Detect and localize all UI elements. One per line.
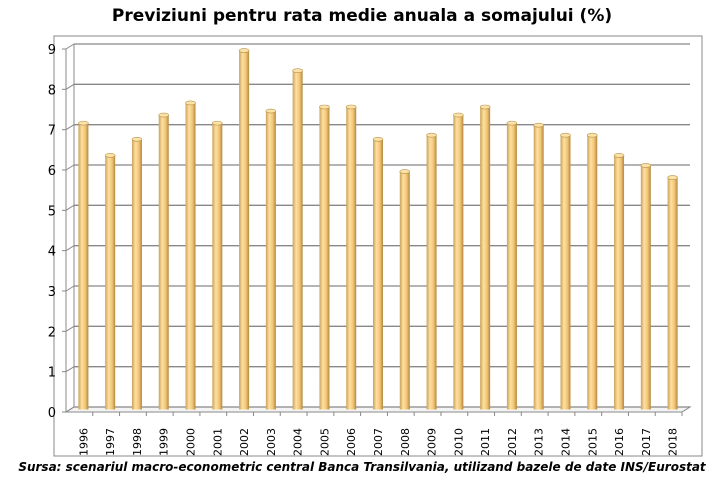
gridline-diagonal [65,204,75,211]
y-tick-label: 5 [48,204,56,219]
bar [239,50,250,410]
y-tick-label: 7 [48,124,56,139]
bar-top [158,112,170,118]
bar-top [640,163,652,168]
bar [346,107,357,410]
bar-top [372,136,384,142]
y-tick-label: 0 [48,406,56,421]
x-tick-label: 2009 [426,428,439,456]
y-tick-label: 6 [48,164,56,179]
bar [158,115,169,410]
x-tick-label: 2003 [265,428,278,456]
bar-top [78,120,89,126]
bar-top [238,48,250,53]
x-tick-label: 2004 [292,428,305,456]
gridline-diagonal [65,43,75,50]
x-tick-label: 2008 [399,428,412,456]
y-tick-label: 1 [48,366,56,381]
gridline-diagonal [65,366,75,373]
bar [373,139,383,410]
bar [399,171,410,410]
y-tick-label: 9 [48,43,56,58]
back-wall-edge [65,44,75,413]
chart-title: Previziuni pentru rata medie anuala a so… [111,6,613,26]
bar-top [131,136,143,142]
x-tick-label: 1996 [77,428,90,456]
bar-top [479,104,491,110]
x-tick-label: 1999 [158,428,171,456]
bar [78,123,89,410]
bar-top [212,120,223,126]
bar [614,155,625,410]
bar [640,165,651,410]
bar-top [185,100,196,106]
bar [506,123,517,410]
x-tick-label: 2000 [185,428,198,456]
gridline-diagonal [65,83,75,90]
gridline-diagonal [65,406,75,413]
x-tick-label: 2014 [559,428,572,456]
x-tick-label: 1997 [104,428,117,456]
bar [453,115,464,410]
bar [105,155,116,410]
x-tick-label: 2006 [345,428,358,456]
bar [533,125,544,410]
x-tick-label: 2015 [586,428,599,456]
bar-top [345,104,357,110]
bar-top [560,132,571,138]
bar-top [586,132,598,138]
bar-top [453,112,464,118]
bar [185,102,196,410]
bar-top [265,108,277,114]
gridline-diagonal [65,245,75,252]
bar [587,135,598,410]
bar [292,70,303,410]
bar-top [613,153,625,158]
chart-border [53,35,703,457]
gridline-diagonal [65,325,75,332]
x-tick-label: 2012 [506,428,519,456]
bar-top [506,120,518,126]
bar-top [319,104,330,110]
bar [667,177,678,410]
bar-top [667,175,678,180]
bar-top [399,169,411,174]
bar-top [426,132,437,138]
bar-top [292,68,303,73]
y-tick-label: 2 [48,325,56,340]
bar-top [533,122,544,128]
bar-top [104,153,116,158]
gridline-diagonal [65,285,75,292]
x-tick-label: 2010 [452,428,465,456]
x-tick-label: 2001 [211,428,224,456]
bar [480,107,491,410]
x-tick-label: 2011 [479,428,492,456]
y-tick-label: 4 [48,245,56,260]
x-tick-label: 2007 [372,428,385,456]
source-note: Sursa: scenariul macro-econometric centr… [18,460,706,474]
x-tick-label: 2005 [318,428,331,456]
bar [212,123,223,410]
y-tick-label: 8 [48,83,56,98]
y-tick-label: 3 [48,285,56,300]
bar [131,139,142,410]
x-tick-label: 1998 [131,428,144,456]
x-tick-label: 2018 [667,428,680,456]
bar [265,111,276,410]
x-tick-label: 2016 [613,428,626,456]
bar [319,107,330,410]
x-tick-label: 2002 [238,428,251,456]
x-tick-label: 2013 [533,428,546,456]
bar [560,135,571,410]
gridline-diagonal [65,124,75,131]
gridline-diagonal [65,164,75,171]
bar [426,135,437,410]
x-tick-label: 2017 [640,428,653,456]
